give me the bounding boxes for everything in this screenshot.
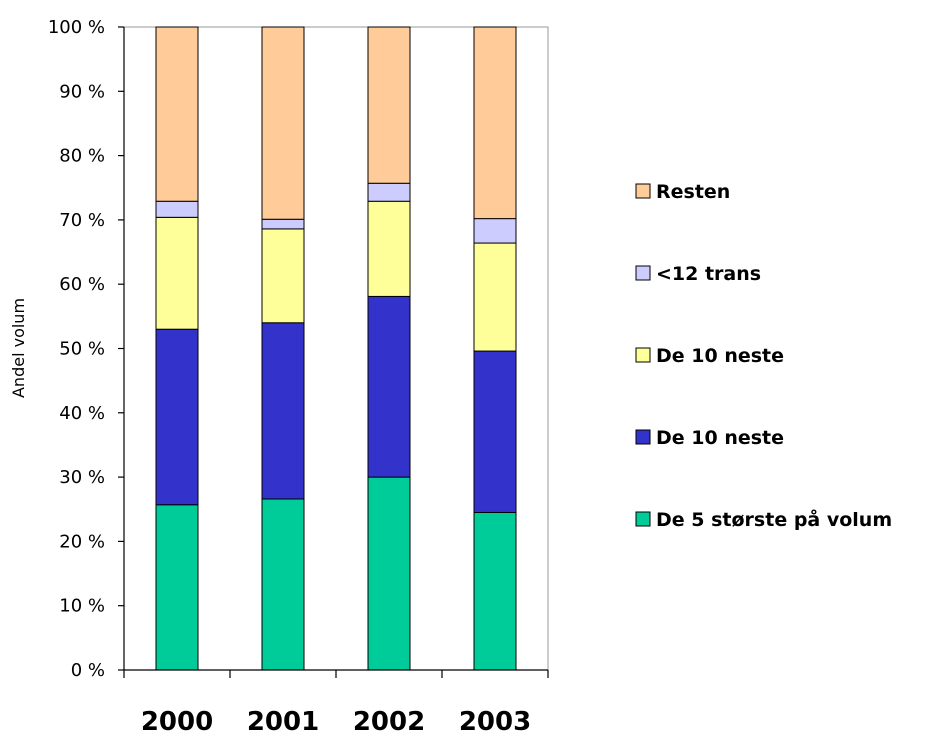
y-tick-label: 50 % [59, 339, 105, 360]
bar-segment [367, 26, 411, 184]
bar-segment [261, 26, 305, 220]
bar-segment [261, 498, 305, 671]
bar-segment [261, 228, 305, 324]
x-category-label: 2003 [459, 707, 531, 736]
y-tick-label: 0 % [71, 660, 105, 681]
y-tick-label: 100 % [48, 17, 105, 38]
bar-segment [367, 182, 411, 202]
bar-segment [473, 511, 517, 671]
y-tick-label: 60 % [59, 274, 105, 295]
y-tick-label: 80 % [59, 146, 105, 167]
bar-segment [155, 328, 199, 506]
bar-segment [155, 504, 199, 671]
bar-segment [261, 322, 305, 500]
legend-swatch [635, 347, 651, 363]
bar-segment [261, 218, 305, 230]
y-tick-label: 20 % [59, 531, 105, 552]
bar-segment [473, 26, 517, 220]
legend-swatch [635, 429, 651, 445]
y-tick-label: 30 % [59, 467, 105, 488]
y-axis-ticks: 0 % 10 % 20 % 30 % 40 % 50 % 60 % 70 % 80 % 90 % 1… [48, 17, 549, 681]
legend-label: <12 trans [656, 263, 761, 285]
y-tick-label: 70 % [59, 210, 105, 231]
legend-swatch [635, 265, 651, 281]
bar-segment [473, 242, 517, 352]
bar-segment [367, 476, 411, 671]
legend-swatch [635, 183, 651, 199]
y-axis-label: Andel volum [9, 298, 28, 398]
x-axis-labels: 2000 2001 2002 2003 [141, 707, 531, 736]
legend-label: De 5 største på volum [656, 507, 892, 531]
x-category-label: 2002 [353, 707, 425, 736]
y-tick-label: 90 % [59, 81, 105, 102]
x-category-label: 2000 [141, 707, 213, 736]
legend-label: De 10 neste [656, 345, 784, 367]
bar-segment [155, 200, 199, 218]
bar-segment [367, 295, 411, 478]
legend-label: De 10 neste [656, 427, 784, 449]
bar-segment [473, 350, 517, 513]
legend: Resten <12 trans De 10 neste De 10 neste De … [635, 181, 892, 531]
y-tick-label: 40 % [59, 403, 105, 424]
bars [155, 26, 517, 671]
y-tick-label: 10 % [59, 596, 105, 617]
bar-segment [155, 216, 199, 330]
bar-segment [367, 200, 411, 297]
legend-swatch [635, 511, 651, 527]
x-category-label: 2001 [247, 707, 319, 736]
legend-label: Resten [656, 181, 730, 203]
bar-segment [473, 218, 517, 244]
bar-segment [155, 26, 199, 202]
